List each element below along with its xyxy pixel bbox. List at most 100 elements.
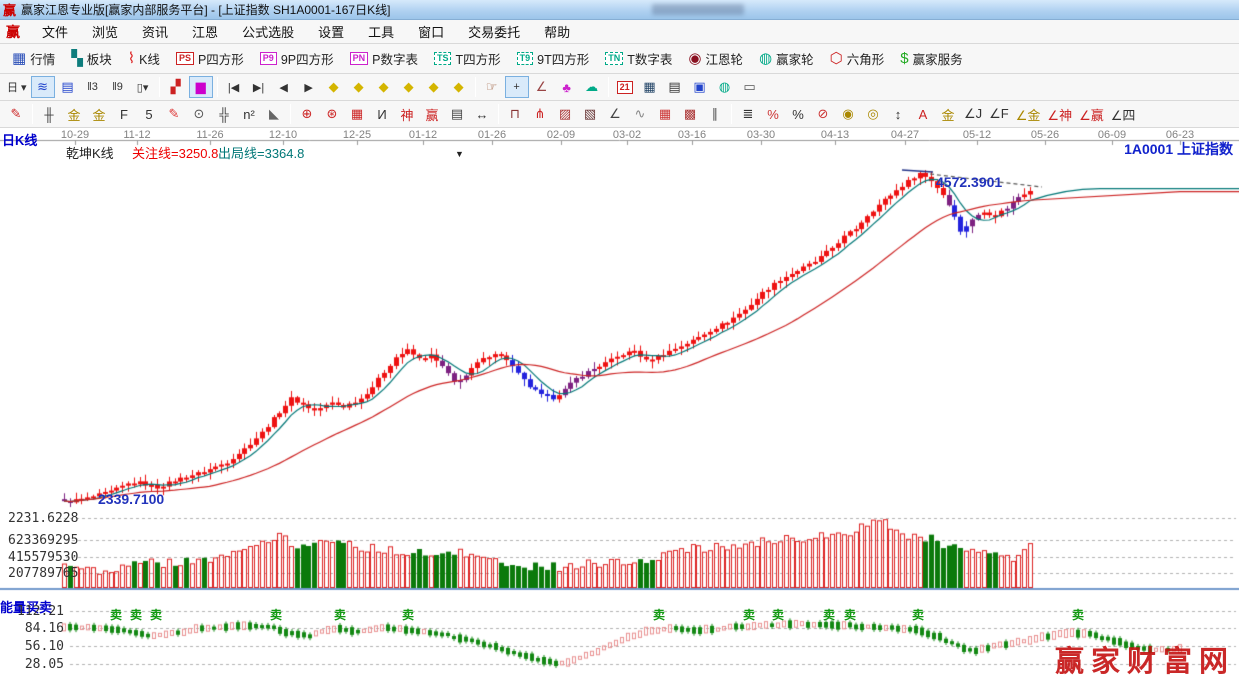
tool-angle-line[interactable]: ∠ — [603, 103, 627, 125]
tool-parallel-lines[interactable]: ∥ — [703, 103, 727, 125]
tool-j-angle[interactable]: ∠J — [961, 103, 985, 125]
btn-p-square[interactable]: PS P四方形 — [170, 46, 250, 71]
tool-wave-line[interactable]: ∿ — [628, 103, 652, 125]
btn-hand-drag[interactable]: ☞ — [480, 76, 504, 98]
tool-dark-box[interactable]: ▧ — [578, 103, 602, 125]
tool-box[interactable]: ⊓ — [503, 103, 527, 125]
menu-item-window[interactable]: 窗口 — [418, 25, 445, 40]
btn-hexagon[interactable]: ⬡ 六角形 — [824, 46, 891, 71]
tool-star-circle[interactable]: ⊛ — [320, 103, 344, 125]
tool-ruler-123[interactable]: ▤ — [445, 103, 469, 125]
tool-mirror[interactable]: ◣ — [262, 103, 286, 125]
btn-p-number-table[interactable]: PN P数字表 — [344, 46, 424, 71]
btn-calendar[interactable]: 21 — [613, 76, 637, 98]
menu-item-trade-entrust[interactable]: 交易委托 — [468, 25, 521, 40]
tool-gold-circle-1[interactable]: ◉ — [836, 103, 860, 125]
tool-gold-angle[interactable]: ∠金 — [1013, 103, 1044, 125]
chevron-down-icon[interactable]: ▼ — [455, 149, 464, 159]
btn-sectors[interactable]: ▚ 板块 — [65, 46, 118, 71]
tool-shen[interactable]: 神 — [395, 103, 419, 125]
btn-crosshair[interactable]: + — [504, 76, 529, 98]
menu-item-news[interactable]: 资讯 — [142, 25, 169, 40]
win-icon: 赢 — [425, 107, 439, 123]
tool-marker-pen[interactable]: ✎ — [4, 103, 28, 125]
tool-wave-mark[interactable]: И — [370, 103, 394, 125]
btn-compress-all[interactable]: ◆ — [397, 76, 421, 98]
btn-gann-shape[interactable]: ♣ — [555, 76, 579, 98]
tool-a-pen[interactable]: A — [911, 103, 935, 125]
tool-list[interactable]: ≣ — [736, 103, 760, 125]
tool-gold-underline[interactable]: 金 — [936, 103, 960, 125]
tool-win-angle[interactable]: ∠赢 — [1076, 103, 1107, 125]
btn-step-forward[interactable]: ▶ — [304, 81, 313, 94]
btn-print[interactable]: ▭ — [738, 76, 762, 98]
btn-t-number-table[interactable]: TN T数字表 — [599, 46, 678, 71]
btn-market[interactable]: ▦ 行情 — [6, 46, 61, 71]
btn-smart-analysis[interactable]: ☁ — [580, 76, 604, 98]
btn-notes[interactable]: ▤ — [663, 76, 687, 98]
tool-time-cycle[interactable]: ⊙ — [187, 103, 211, 125]
menu-item-gann[interactable]: 江恩 — [192, 25, 219, 40]
btn-bars-3[interactable]: ‖3 — [87, 81, 98, 93]
menu-item-tools[interactable]: 工具 — [368, 25, 395, 40]
tool-percent-line[interactable]: % — [761, 103, 785, 125]
tool-width-measure[interactable]: ↔ — [470, 103, 494, 125]
tool-red-grid[interactable]: ▦ — [653, 103, 677, 125]
tool-fan-lines[interactable]: ⋔ — [528, 103, 552, 125]
tool-shen-angle[interactable]: ∠神 — [1044, 103, 1075, 125]
tool-percent-circle[interactable]: ⊘ — [811, 103, 835, 125]
btn-t-square[interactable]: TS T四方形 — [428, 46, 507, 71]
btn-volume-profile[interactable]: ▆ — [188, 76, 213, 98]
btn-info-panel[interactable]: ▤ — [56, 76, 80, 98]
chart-canvas[interactable] — [0, 128, 1239, 682]
btn-9t-square[interactable]: T9 9T四方形 — [511, 46, 596, 71]
btn-pattern[interactable]: ▞ — [164, 76, 188, 98]
btn-winner-service[interactable]: $ 赢家服务 — [894, 46, 968, 71]
tool-gold-grid-2[interactable]: 金 — [87, 103, 111, 125]
tool-f-grid[interactable]: F — [112, 103, 136, 125]
btn-wave-chart[interactable]: ≋ — [30, 76, 55, 98]
menu-item-file[interactable]: 文件 — [42, 25, 69, 40]
btn-kline[interactable]: ⌇ K线 — [122, 46, 166, 71]
tool-f-angle[interactable]: ∠F — [986, 103, 1012, 125]
btn-jump-first[interactable]: |◀ — [227, 81, 240, 94]
btn-gann-wheel[interactable]: ◉ 江恩轮 — [682, 46, 749, 71]
tool-updown[interactable]: ↕ — [886, 103, 910, 125]
tool-target[interactable]: ⊕ — [295, 103, 319, 125]
btn-web-report[interactable]: ◍ — [713, 76, 737, 98]
btn-step-back[interactable]: ◀ — [279, 81, 288, 94]
tool-win[interactable]: 赢 — [420, 103, 444, 125]
tool-square-spiral[interactable]: ▦ — [345, 103, 369, 125]
btn-expand-horizontal[interactable]: ◆ — [372, 76, 396, 98]
tool-gold-grid-1[interactable]: 金 — [62, 103, 86, 125]
menu-item-formula-stockpick[interactable]: 公式选股 — [242, 25, 295, 40]
menu-item-help[interactable]: 帮助 — [544, 25, 571, 40]
btn-fit-screen[interactable]: ◆ — [447, 76, 471, 98]
btn-winner-wheel[interactable]: ◍ 赢家轮 — [753, 46, 820, 71]
menu-item-settings[interactable]: 设置 — [318, 25, 345, 40]
tool-four-angle[interactable]: ∠四 — [1108, 103, 1139, 125]
btn-candle-style[interactable]: ▯▾ — [136, 81, 149, 94]
tool-grid-lines[interactable]: ╫ — [37, 103, 61, 125]
btn-calculator[interactable]: ▦ — [638, 76, 662, 98]
tool-gold-circle-2[interactable]: ◎ — [861, 103, 885, 125]
tool-red-pen[interactable]: ✎ — [162, 103, 186, 125]
kline-mode-label[interactable]: 乾坤K线 — [66, 146, 114, 161]
btn-bars-9[interactable]: ‖9 — [112, 81, 123, 93]
tool-n-square[interactable]: n² — [237, 103, 261, 125]
btn-period-day[interactable]: 日 ▾ — [7, 82, 27, 94]
btn-expand-all[interactable]: ◆ — [422, 76, 446, 98]
btn-save[interactable]: ▣ — [688, 76, 712, 98]
btn-angle-measure[interactable]: ∠ — [530, 76, 554, 98]
tool-percent[interactable]: % — [786, 103, 810, 125]
btn-9p-square[interactable]: P9 9P四方形 — [254, 46, 340, 71]
sell-signal: 卖 — [149, 608, 163, 622]
btn-jump-last[interactable]: ▶| — [252, 81, 265, 94]
tool-shaded-box[interactable]: ▨ — [553, 103, 577, 125]
tool-ruler-lines[interactable]: ╬ — [212, 103, 236, 125]
menu-item-browse[interactable]: 浏览 — [92, 25, 119, 40]
btn-compress-right[interactable]: ◆ — [347, 76, 371, 98]
tool-five-grid[interactable]: 5 — [137, 103, 161, 125]
btn-compress-left[interactable]: ◆ — [322, 76, 346, 98]
tool-crossed-grid[interactable]: ▩ — [678, 103, 702, 125]
